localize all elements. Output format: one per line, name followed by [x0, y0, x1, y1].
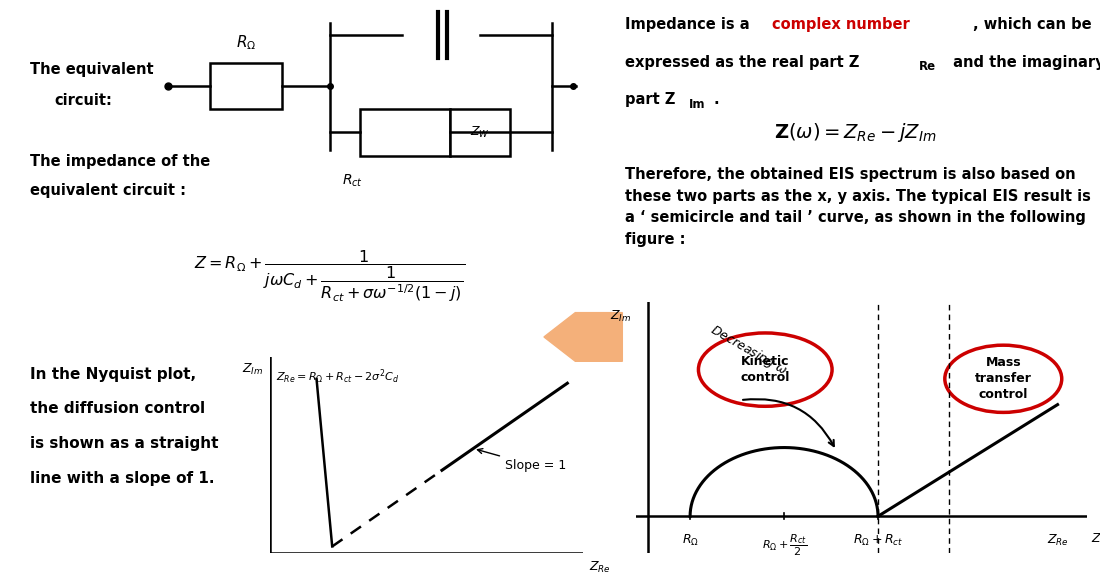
Text: line with a slope of 1.: line with a slope of 1. [30, 471, 214, 486]
Text: $Z_{Re} = R_\Omega + R_{ct} - 2\sigma^2 C_d$: $Z_{Re} = R_\Omega + R_{ct} - 2\sigma^2 … [276, 368, 399, 386]
Text: In the Nyquist plot,: In the Nyquist plot, [30, 367, 196, 382]
Text: $Z_{Re}$: $Z_{Re}$ [1091, 532, 1100, 547]
Text: expressed as the real part Z: expressed as the real part Z [625, 55, 859, 70]
FancyArrow shape [544, 313, 623, 361]
Text: is shown as a straight: is shown as a straight [30, 436, 219, 451]
Bar [210, 63, 282, 109]
Text: Re: Re [918, 60, 936, 74]
Text: $Z_{Im}$: $Z_{Im}$ [242, 362, 263, 377]
Text: $R_\Omega + R_{ct}$: $R_\Omega + R_{ct}$ [852, 533, 903, 548]
Text: $R_\Omega$: $R_\Omega$ [682, 533, 698, 548]
Text: part Z: part Z [625, 92, 675, 107]
Text: The equivalent: The equivalent [30, 62, 154, 77]
Bar [360, 109, 450, 156]
Text: equivalent circuit :: equivalent circuit : [30, 183, 186, 198]
Text: Im: Im [689, 98, 705, 111]
Text: $Z_{Im}$: $Z_{Im}$ [610, 309, 631, 324]
Text: and the imaginary: and the imaginary [948, 55, 1100, 70]
Text: $Z = R_\Omega + \dfrac{1}{j\omega C_d + \dfrac{1}{R_{ct} + \sigma\omega^{-1/2}(1: $Z = R_\Omega + \dfrac{1}{j\omega C_d + … [195, 249, 465, 304]
Text: .: . [713, 92, 719, 107]
Text: Mass
transfer
control: Mass transfer control [975, 357, 1032, 401]
Text: The impedance of the: The impedance of the [30, 154, 210, 169]
Text: $Z_W$: $Z_W$ [470, 125, 490, 140]
Text: $\mathbf{Z}(\omega) = Z_{Re} - jZ_{Im}$: $\mathbf{Z}(\omega) = Z_{Re} - jZ_{Im}$ [774, 121, 936, 144]
Text: $Z_{Re}$: $Z_{Re}$ [590, 559, 612, 575]
Text: complex number: complex number [772, 17, 910, 32]
Text: Kinetic
control: Kinetic control [740, 355, 790, 384]
Text: Impedance is a: Impedance is a [625, 17, 755, 32]
Text: Therefore, the obtained EIS spectrum is also based on
these two parts as the x, : Therefore, the obtained EIS spectrum is … [625, 167, 1091, 247]
Text: $R_{ct}$: $R_{ct}$ [342, 173, 363, 189]
Text: $R_\Omega$: $R_\Omega$ [235, 33, 256, 52]
Bar [450, 109, 509, 156]
Text: circuit:: circuit: [54, 93, 112, 108]
Text: , which can be: , which can be [972, 17, 1091, 32]
Text: $Z_{Re}$: $Z_{Re}$ [1046, 533, 1068, 548]
Text: Slope = 1: Slope = 1 [477, 449, 565, 472]
Text: the diffusion control: the diffusion control [30, 401, 205, 416]
Text: $R_\Omega + \dfrac{R_{ct}}{2}$: $R_\Omega + \dfrac{R_{ct}}{2}$ [761, 533, 806, 558]
Text: Decreasing $\omega$: Decreasing $\omega$ [707, 321, 790, 379]
